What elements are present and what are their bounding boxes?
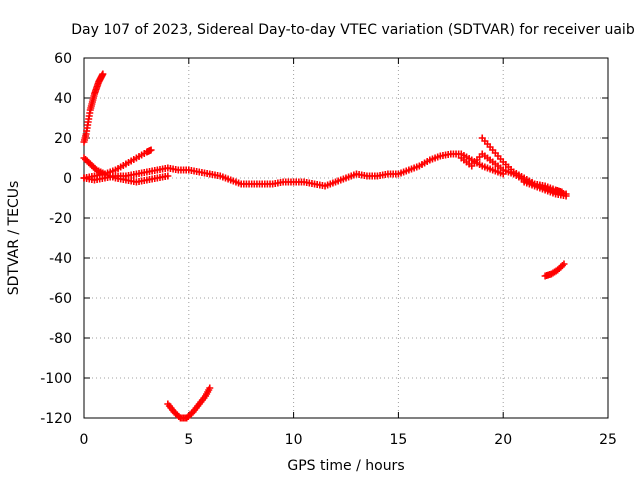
- y-tick-label: -80: [49, 331, 72, 347]
- data-point: [99, 70, 107, 78]
- grid: [84, 58, 608, 418]
- y-tick-label: 20: [54, 131, 72, 147]
- data-point: [164, 172, 172, 180]
- series-arc-late-low: [520, 178, 570, 200]
- x-axis: 0 5 10 15 20 25: [80, 58, 617, 448]
- y-axis-label: SDTVAR / TECUs: [6, 181, 22, 296]
- series-arc-steep-rise: [80, 70, 107, 146]
- x-tick-label: 20: [494, 432, 512, 448]
- x-tick-label: 5: [184, 432, 193, 448]
- y-tick-label: -60: [49, 291, 72, 307]
- series-arc-negative-120: [164, 384, 214, 422]
- x-tick-label: 0: [80, 432, 89, 448]
- y-axis: -120 -100 -80 -60 -40 -20 0 20 40 60: [40, 51, 608, 427]
- plot-frame: [83, 57, 609, 419]
- y-tick-label: -100: [40, 371, 72, 387]
- x-tick-label: 15: [389, 432, 407, 448]
- data-point: [206, 384, 214, 392]
- series-arc-low-to-flat: [80, 164, 214, 184]
- data-points: [80, 70, 570, 422]
- chart-title: Day 107 of 2023, Sidereal Day-to-day VTE…: [71, 22, 635, 38]
- y-tick-label: -120: [40, 411, 72, 427]
- data-point: [560, 260, 568, 268]
- x-tick-label: 25: [599, 432, 617, 448]
- x-axis-label: GPS time / hours: [287, 458, 404, 474]
- y-tick-label: -40: [49, 251, 72, 267]
- y-tick-label: 60: [54, 51, 72, 67]
- data-point: [147, 146, 155, 154]
- y-tick-label: -20: [49, 211, 72, 227]
- x-tick-label: 10: [285, 432, 303, 448]
- data-point: [562, 192, 570, 200]
- y-tick-label: 0: [63, 171, 72, 187]
- y-tick-label: 40: [54, 91, 72, 107]
- series-arc-negative-40: [541, 260, 568, 280]
- series-arc-late-wiggle: [457, 150, 566, 196]
